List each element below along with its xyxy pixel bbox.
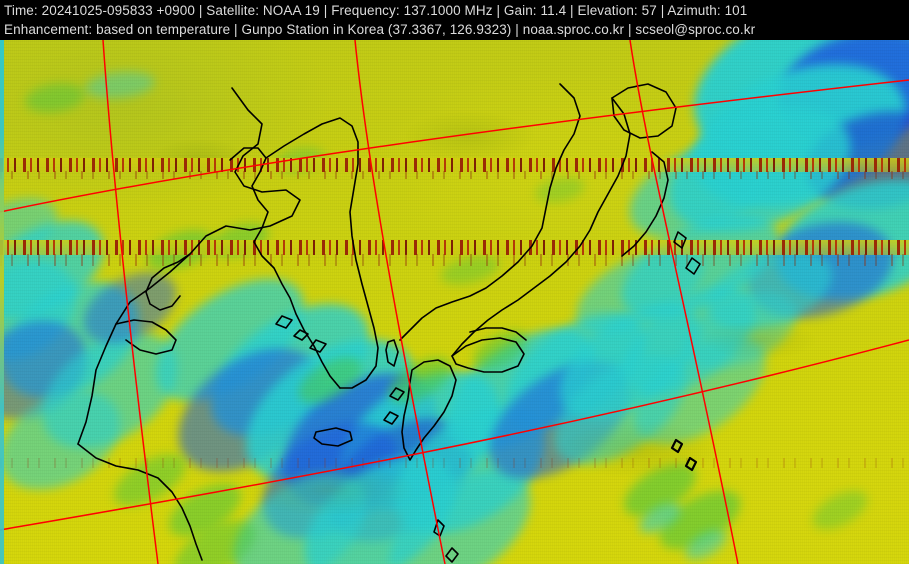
graticule-meridian-2 bbox=[354, 40, 446, 564]
graticule-meridian-1 bbox=[102, 40, 159, 564]
coastline-kyushu-islets bbox=[383, 387, 405, 425]
header-line-1-text: Time: 20241025-095833 +0900 | Satellite:… bbox=[4, 3, 748, 18]
image-left-edge-strip bbox=[0, 40, 4, 564]
coastline-korea-west bbox=[229, 147, 341, 389]
coastline-korea-east bbox=[265, 117, 379, 389]
coastline-northeast-china bbox=[77, 87, 301, 445]
coastline-seto-inland-sea bbox=[469, 327, 527, 341]
telemetry-noise-band-upper bbox=[0, 158, 909, 172]
telemetry-noise-band-upper-soft bbox=[0, 171, 909, 179]
telemetry-noise-band-lower-soft bbox=[0, 254, 909, 266]
coastline-korea-south-islands bbox=[275, 315, 327, 353]
coastline-china-south bbox=[77, 443, 203, 561]
coastline-tohoku bbox=[621, 151, 669, 257]
graticule-meridian-3 bbox=[629, 40, 739, 564]
coastline-bohai bbox=[145, 253, 191, 311]
telemetry-noise-band-faint bbox=[0, 458, 909, 468]
graticule-overlay bbox=[0, 40, 909, 564]
coastline-se-islets bbox=[673, 231, 701, 275]
telemetry-header: Time: 20241025-095833 +0900 | Satellite:… bbox=[0, 0, 909, 40]
coastline-jeju bbox=[313, 427, 353, 447]
coastline-honshu-pacific bbox=[451, 97, 631, 357]
coastline-overlay bbox=[77, 83, 701, 563]
coastline-tsushima bbox=[385, 339, 399, 367]
coastline-kyushu bbox=[401, 359, 457, 461]
graticule-parallel-2 bbox=[0, 339, 909, 531]
graticule-parallel-1 bbox=[0, 79, 909, 213]
header-line-2: Enhancement: based on temperature | Gunp… bbox=[4, 20, 755, 39]
satellite-image bbox=[0, 40, 909, 564]
coastline-hokkaido bbox=[611, 83, 677, 139]
telemetry-noise-band-lower bbox=[0, 240, 909, 255]
header-line-2-text: Enhancement: based on temperature | Gunp… bbox=[4, 22, 756, 37]
coastline-specks-east bbox=[670, 438, 698, 472]
header-line-1: Time: 20241025-095833 +0900 | Satellite:… bbox=[4, 1, 747, 20]
coastline-honshu-north bbox=[399, 83, 581, 341]
coastline-shandong bbox=[115, 319, 177, 355]
coastline-shikoku bbox=[451, 337, 525, 373]
